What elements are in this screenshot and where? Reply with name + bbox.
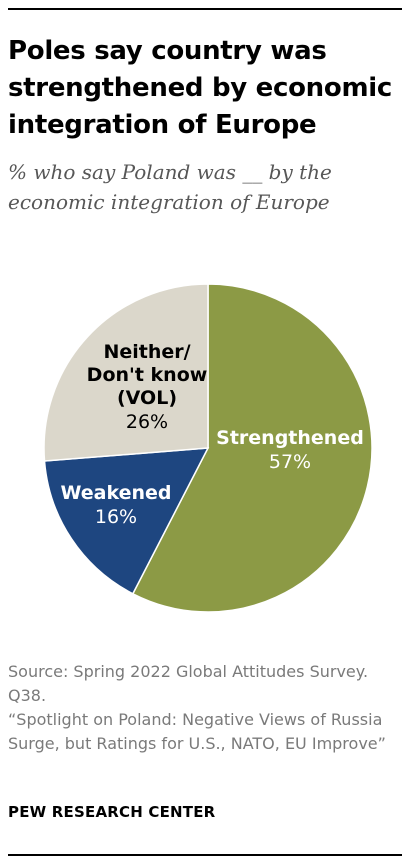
bottom-rule [8, 854, 402, 856]
slice-label: Don't know [87, 364, 208, 386]
slice-value-label: 16% [95, 506, 137, 528]
slice-label: Weakened [60, 482, 171, 504]
pie-slice-neither-don-t-know-vol [43, 283, 209, 462]
pew-logo-text: PEW RESEARCH CENTER [8, 803, 216, 821]
chart-subtitle: % who say Poland was __ by the economic … [8, 160, 332, 214]
report-citation: “Spotlight on Poland: Negative Views of … [8, 710, 386, 753]
pie-slices [43, 283, 373, 613]
slice-value-label: 57% [269, 451, 311, 473]
source-note: Source: Spring 2022 Global Attitudes Sur… [8, 660, 400, 756]
pie-slice-strengthened [131, 283, 373, 613]
slice-label: (VOL) [117, 387, 177, 409]
pie-slice-weakened [43, 447, 210, 595]
slice-label: Neither/ [103, 341, 190, 363]
chart-title: Poles say country was strengthened by ec… [8, 36, 392, 140]
source-line: Source: Spring 2022 Global Attitudes Sur… [8, 662, 369, 705]
top-rule [8, 8, 402, 10]
slice-value-label: 26% [126, 411, 168, 433]
slice-label: Strengthened [216, 427, 364, 449]
